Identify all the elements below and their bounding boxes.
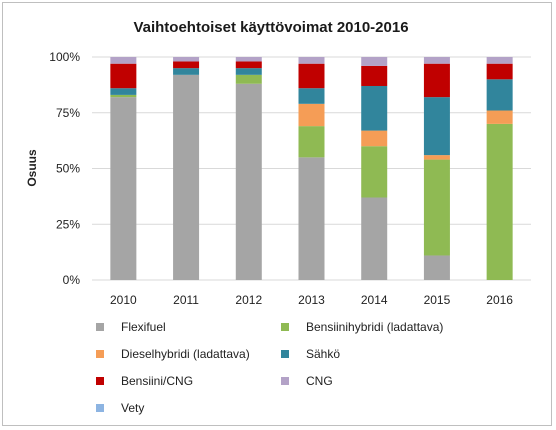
bar-segment bbox=[298, 103, 325, 127]
bar-segment bbox=[110, 94, 137, 98]
x-tick-label: 2014 bbox=[361, 293, 388, 307]
bar-segment bbox=[361, 130, 388, 147]
bar-segment bbox=[298, 126, 325, 158]
legend-swatch bbox=[96, 350, 104, 358]
bar-segment bbox=[423, 57, 450, 64]
x-tick-label: 2013 bbox=[298, 293, 325, 307]
y-tick-label: 0% bbox=[63, 273, 81, 287]
legend-swatch bbox=[96, 323, 104, 331]
x-tick-label: 2012 bbox=[235, 293, 262, 307]
bar-segment bbox=[361, 85, 388, 131]
bar-segment bbox=[173, 68, 200, 75]
bar-segment bbox=[298, 63, 325, 89]
x-axis-ticks: 2010 2011 2012 2013 2014 2015 2016 bbox=[110, 293, 513, 307]
legend-swatch bbox=[281, 377, 289, 385]
y-axis-ticks: 0% 25% 50% 75% 100% bbox=[49, 50, 80, 287]
legend-swatch bbox=[281, 350, 289, 358]
bar-segment bbox=[423, 97, 450, 156]
chart-frame bbox=[2, 2, 552, 426]
x-tick-label: 2010 bbox=[110, 293, 137, 307]
legend-label: Sähkö bbox=[306, 347, 340, 361]
bar-segment bbox=[298, 57, 325, 64]
bar-segment bbox=[235, 83, 262, 280]
y-tick-label: 25% bbox=[56, 217, 80, 231]
bar-segment bbox=[298, 157, 325, 280]
legend-swatch bbox=[96, 404, 104, 412]
legend-label: CNG bbox=[306, 374, 333, 388]
bar-segment bbox=[486, 57, 513, 64]
bar-segment bbox=[110, 97, 137, 280]
chart-title: Vaihtoehtoiset käyttövoimat 2010-2016 bbox=[133, 19, 408, 36]
legend: Flexifuel Bensiinihybridi (ladattava) Dies… bbox=[96, 320, 443, 415]
bar-segment bbox=[361, 65, 388, 86]
bar-segment bbox=[486, 110, 513, 124]
bar-segment bbox=[423, 159, 450, 256]
bar-segment bbox=[361, 57, 388, 66]
bars bbox=[110, 57, 513, 281]
legend-label: Vety bbox=[121, 401, 144, 415]
y-axis-label: Osuus bbox=[25, 149, 39, 187]
x-tick-label: 2011 bbox=[173, 293, 199, 307]
bar-segment bbox=[235, 57, 262, 62]
bar-segment bbox=[486, 79, 513, 111]
bar-segment bbox=[423, 155, 450, 160]
bar-segment bbox=[235, 68, 262, 75]
bar-segment bbox=[110, 88, 137, 95]
bar-segment bbox=[486, 123, 513, 281]
bar-segment bbox=[361, 146, 388, 198]
legend-label: Bensiini/CNG bbox=[121, 374, 193, 388]
bar-segment bbox=[361, 197, 388, 280]
legend-label: Dieselhybridi (ladattava) bbox=[121, 347, 250, 361]
y-tick-label: 50% bbox=[56, 162, 80, 176]
bar-segment bbox=[110, 63, 137, 89]
bar-segment bbox=[173, 57, 200, 62]
bar-segment bbox=[110, 57, 137, 64]
legend-swatch bbox=[96, 377, 104, 385]
bar-segment bbox=[235, 74, 262, 84]
bar-segment bbox=[423, 63, 450, 98]
legend-label: Flexifuel bbox=[121, 320, 166, 334]
bar-segment bbox=[173, 74, 200, 280]
bar-segment bbox=[298, 88, 325, 104]
bar-segment bbox=[486, 63, 513, 80]
legend-swatch bbox=[281, 323, 289, 331]
y-tick-label: 100% bbox=[49, 50, 80, 64]
bar-segment bbox=[235, 61, 262, 69]
bar-segment bbox=[423, 255, 450, 280]
legend-label: Bensiinihybridi (ladattava) bbox=[306, 320, 443, 334]
y-tick-label: 75% bbox=[56, 106, 80, 120]
x-tick-label: 2016 bbox=[486, 293, 513, 307]
bar-segment bbox=[173, 61, 200, 69]
x-tick-label: 2015 bbox=[424, 293, 451, 307]
